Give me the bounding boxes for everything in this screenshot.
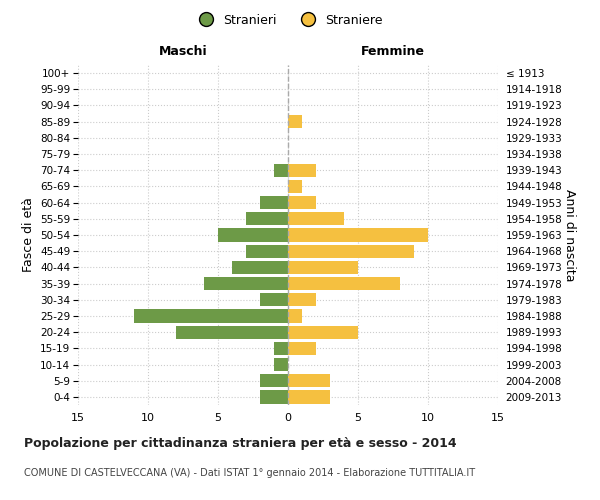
Y-axis label: Fasce di età: Fasce di età xyxy=(22,198,35,272)
Bar xyxy=(260,390,288,404)
Bar xyxy=(274,164,288,177)
Y-axis label: Anni di nascita: Anni di nascita xyxy=(563,188,576,281)
Bar xyxy=(288,164,316,177)
Bar xyxy=(288,260,358,274)
Bar xyxy=(288,180,302,193)
Bar xyxy=(246,244,288,258)
Bar xyxy=(134,310,288,322)
Bar xyxy=(288,244,414,258)
Bar xyxy=(260,374,288,388)
Bar xyxy=(232,260,288,274)
Bar xyxy=(288,310,302,322)
Bar xyxy=(288,228,428,241)
Bar xyxy=(288,196,316,209)
Bar xyxy=(274,358,288,371)
Bar xyxy=(288,326,358,339)
Bar xyxy=(288,212,344,226)
Bar xyxy=(246,212,288,226)
Bar xyxy=(288,293,316,306)
Bar xyxy=(288,115,302,128)
Bar xyxy=(260,196,288,209)
Text: Femmine: Femmine xyxy=(361,45,425,58)
Text: Popolazione per cittadinanza straniera per età e sesso - 2014: Popolazione per cittadinanza straniera p… xyxy=(24,438,457,450)
Bar xyxy=(274,342,288,355)
Text: Maschi: Maschi xyxy=(158,45,208,58)
Bar xyxy=(204,277,288,290)
Legend: Stranieri, Straniere: Stranieri, Straniere xyxy=(188,8,388,32)
Text: COMUNE DI CASTELVECCANA (VA) - Dati ISTAT 1° gennaio 2014 - Elaborazione TUTTITA: COMUNE DI CASTELVECCANA (VA) - Dati ISTA… xyxy=(24,468,475,477)
Bar xyxy=(176,326,288,339)
Bar xyxy=(288,277,400,290)
Bar xyxy=(288,374,330,388)
Bar xyxy=(288,390,330,404)
Bar xyxy=(288,342,316,355)
Bar xyxy=(218,228,288,241)
Bar xyxy=(260,293,288,306)
